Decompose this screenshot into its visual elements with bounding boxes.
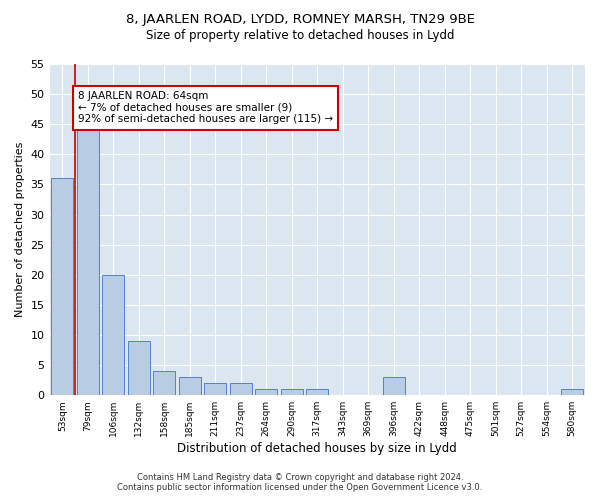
Bar bbox=[154, 371, 175, 395]
Text: 8 JAARLEN ROAD: 64sqm
← 7% of detached houses are smaller (9)
92% of semi-detach: 8 JAARLEN ROAD: 64sqm ← 7% of detached h… bbox=[78, 91, 333, 124]
Bar bbox=[281, 389, 302, 395]
Bar bbox=[256, 389, 277, 395]
Bar bbox=[230, 383, 251, 395]
Bar bbox=[128, 341, 149, 395]
Text: Contains HM Land Registry data © Crown copyright and database right 2024.
Contai: Contains HM Land Registry data © Crown c… bbox=[118, 473, 482, 492]
Bar bbox=[562, 389, 583, 395]
Bar bbox=[103, 275, 124, 395]
Bar bbox=[383, 377, 404, 395]
Bar bbox=[307, 389, 328, 395]
X-axis label: Distribution of detached houses by size in Lydd: Distribution of detached houses by size … bbox=[178, 442, 457, 455]
Bar bbox=[77, 124, 98, 395]
Bar bbox=[179, 377, 200, 395]
Y-axis label: Number of detached properties: Number of detached properties bbox=[15, 142, 25, 318]
Bar bbox=[205, 383, 226, 395]
Bar bbox=[52, 178, 73, 395]
Text: 8, JAARLEN ROAD, LYDD, ROMNEY MARSH, TN29 9BE: 8, JAARLEN ROAD, LYDD, ROMNEY MARSH, TN2… bbox=[125, 12, 475, 26]
Text: Size of property relative to detached houses in Lydd: Size of property relative to detached ho… bbox=[146, 29, 454, 42]
